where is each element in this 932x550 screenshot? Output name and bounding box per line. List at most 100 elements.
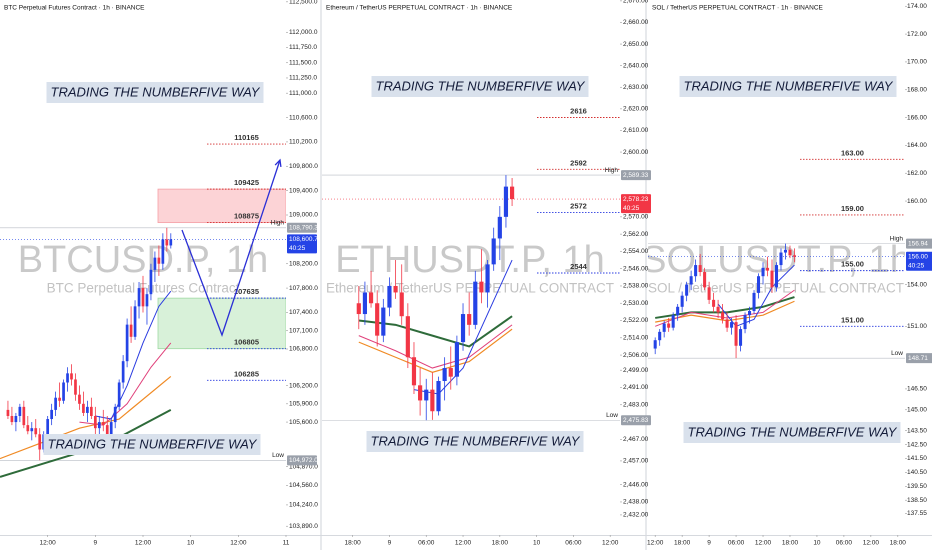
- y-tick-label: 104,560.0: [289, 482, 318, 489]
- y-tick-label: 104,870.0: [289, 463, 318, 470]
- y-tick-label: 104,240.0: [289, 502, 318, 509]
- candle-body: [509, 186, 515, 200]
- candle-body: [671, 315, 675, 328]
- x-tick-label: 18:00: [890, 540, 907, 547]
- y-tick-label: 2,467.00: [623, 436, 649, 443]
- low-caption: Low: [606, 412, 618, 419]
- last-price-tag: [906, 251, 932, 271]
- y-tick-label: 2,514.00: [623, 335, 649, 342]
- y-tick-label: 111,000.0: [289, 90, 317, 97]
- chart-header: SOL / TetherUS PERPETUAL CONTRACT · 1h ·…: [652, 5, 824, 12]
- candle-body: [46, 419, 50, 435]
- candle-body: [137, 288, 141, 307]
- candle-body: [74, 379, 77, 395]
- candle-body: [113, 406, 117, 423]
- candle-body: [169, 239, 173, 246]
- y-tick-label: 2,491.00: [623, 384, 649, 391]
- high-caption: High: [890, 235, 904, 242]
- candle-body: [405, 316, 410, 358]
- y-tick-label: 106,200.0: [289, 382, 318, 389]
- y-tick-label: 2,554.00: [623, 248, 649, 255]
- high-caption: High: [271, 219, 285, 226]
- level-label: 106805: [234, 338, 259, 347]
- high-tag: [621, 170, 651, 181]
- y-tick-label: 172.00: [907, 31, 927, 38]
- candle-body: [97, 422, 101, 429]
- y-tick-label: 2,600.00: [623, 149, 649, 156]
- y-tick-label: 2,670.00: [623, 0, 649, 5]
- candle-body: [716, 306, 720, 313]
- x-tick-label: 11: [283, 540, 290, 547]
- y-tick-label: 140.50: [907, 469, 927, 476]
- candle-body: [411, 357, 417, 386]
- candle-body: [10, 415, 14, 423]
- y-tick-label: 2,640.00: [623, 62, 649, 69]
- candle-body: [58, 397, 61, 401]
- y-tick-label: 2,530.00: [623, 300, 649, 307]
- y-tick-label: 109,800.0: [289, 163, 318, 170]
- level-label: 2616: [570, 106, 587, 115]
- y-tick-label: 160.00: [907, 198, 927, 205]
- zone: [157, 188, 286, 224]
- candle-body: [734, 322, 738, 346]
- y-tick-label: 141.50: [907, 455, 927, 462]
- watermark-subtitle: Ethereum / TetherUS PERPETUAL CONTRACT: [326, 281, 614, 296]
- x-tick-label: 06:00: [728, 540, 745, 547]
- y-tick-label: 103,890.0: [289, 523, 318, 530]
- level-label: 110165: [234, 133, 259, 142]
- candle-body: [454, 342, 459, 377]
- candle-body: [473, 281, 478, 325]
- candle-body: [662, 323, 666, 332]
- y-tick-label: 2,432.00: [623, 512, 649, 519]
- candle-body: [485, 264, 490, 293]
- x-tick-label: 9: [388, 540, 392, 547]
- y-tick-label: 138.50: [907, 497, 927, 504]
- high-tag-label: 2,589.33: [623, 172, 649, 179]
- chart-header: BTC Perpetual Futures Contract · 1h · BI…: [4, 5, 145, 12]
- candle-body: [26, 425, 30, 432]
- y-tick-label: 2,506.00: [623, 352, 649, 359]
- x-tick-label: 10: [187, 540, 195, 547]
- candle-body: [770, 270, 774, 288]
- candle-body: [497, 216, 502, 239]
- candle-body: [133, 306, 137, 337]
- high-tag: [906, 238, 932, 249]
- y-tick-label: 2,562.00: [623, 231, 649, 238]
- candle-body: [418, 385, 423, 401]
- candle-body: [101, 422, 105, 426]
- candle-body: [54, 397, 57, 410]
- x-tick-label: 12:00: [455, 540, 472, 547]
- moving-average: [358, 324, 513, 369]
- candle-body: [783, 249, 788, 253]
- candle-body: [667, 323, 671, 328]
- last-price-tag-label: 156.00: [908, 253, 928, 260]
- watermark: BTCUSD.P, 1h: [18, 239, 269, 281]
- candle-body: [752, 292, 756, 311]
- candle-body: [129, 324, 133, 337]
- x-tick-label: 18:00: [782, 540, 799, 547]
- y-tick-label: 162.00: [907, 170, 927, 177]
- candle-body: [117, 382, 121, 407]
- candle-body: [70, 373, 73, 380]
- y-tick-label: 111,250.0: [289, 75, 317, 82]
- level-label: 109425: [234, 178, 259, 187]
- y-tick-label: 109,000.0: [289, 212, 318, 219]
- level-label: 159.00: [841, 204, 864, 213]
- candle-body: [689, 276, 693, 285]
- y-tick-label: 139.50: [907, 483, 927, 490]
- y-tick-label: 137.55: [907, 510, 927, 517]
- last-price-countdown: 40:25: [908, 262, 925, 269]
- candle-body: [82, 403, 85, 413]
- candle-body: [748, 310, 752, 316]
- x-tick-label: 12:00: [647, 540, 664, 547]
- candle-body: [743, 315, 747, 330]
- candle-body: [460, 314, 466, 343]
- candle-body: [38, 434, 42, 450]
- candle-body: [86, 406, 89, 413]
- candle-body: [765, 267, 770, 271]
- candle-body: [424, 389, 429, 401]
- x-tick-label: 18:00: [674, 540, 691, 547]
